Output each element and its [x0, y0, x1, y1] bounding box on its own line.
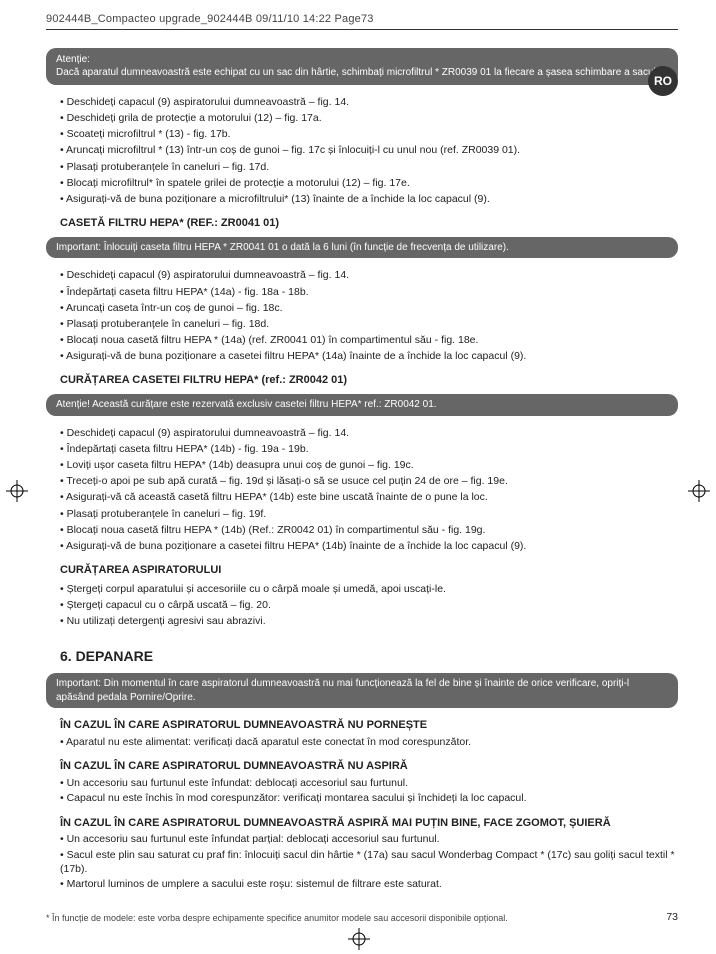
hepa-replace-steps: Deschideți capacul (9) aspiratorului dum… [60, 268, 678, 363]
crop-mark-icon [686, 478, 712, 504]
troubleshooting-title: 6. DEPANARE [60, 647, 678, 666]
list-item: Asigurați-vă de buna poziționare a micro… [60, 192, 678, 206]
list-item: Deschideți capacul (9) aspiratorului dum… [60, 426, 678, 440]
list-item: Deschideți capacul (9) aspiratorului dum… [60, 95, 678, 109]
hepa-cassette-title: CASETĂ FILTRU HEPA* (REF.: ZR0041 01) [60, 216, 678, 231]
list-item: Asigurați-vă de buna poziționare a caset… [60, 349, 678, 363]
hepa-clean-title: CURĂȚAREA CASETEI FILTRU HEPA* (ref.: ZR… [60, 373, 678, 388]
list-item: Deschideți grila de protecție a motorulu… [60, 111, 678, 125]
notice-body: Dacă aparatul dumneavoastră este echipat… [56, 67, 666, 78]
list-item: Îndepărtați caseta filtru HEPA* (14b) - … [60, 442, 678, 456]
issue-weak-suction-lines: • Un accesoriu sau furtunul este înfunda… [46, 832, 678, 891]
list-item: Loviți ușor caseta filtru HEPA* (14b) de… [60, 458, 678, 472]
list-item: Aruncați caseta într-un coș de gunoi – f… [60, 301, 678, 315]
notice-lead: Atenție: [56, 54, 90, 65]
important-notice-hepa-replace: Important: Înlocuiți caseta filtru HEPA … [46, 237, 678, 259]
list-item: Aruncați microfiltrul * (13) într-un coș… [60, 143, 678, 157]
list-item: Nu utilizați detergenți agresivi sau abr… [60, 614, 678, 628]
print-header: 902444B_Compacteo upgrade_902444B 09/11/… [46, 12, 678, 30]
footnote: * În funcție de modele: este vorba despr… [46, 912, 508, 924]
attention-notice-bag: Atenție: Dacă aparatul dumneavoastră est… [46, 48, 678, 85]
list-item: • Aparatul nu este alimentat: verificați… [60, 735, 678, 749]
important-notice-troubleshoot: Important: Din momentul în care aspirato… [46, 673, 678, 708]
language-badge: RO [648, 66, 678, 96]
list-item: • Capacul nu este închis în mod corespun… [60, 791, 678, 805]
list-item: Ștergeți capacul cu o cârpă uscată – fig… [60, 598, 678, 612]
list-item: • Martorul luminos de umplere a sacului … [60, 877, 678, 891]
list-item: Plasați protuberanțele în caneluri – fig… [60, 507, 678, 521]
list-item: • Un accesoriu sau furtunul este înfunda… [60, 832, 678, 846]
crop-mark-icon [346, 926, 372, 952]
list-item: Blocați noua casetă filtru HEPA * (14a) … [60, 333, 678, 347]
crop-mark-icon [4, 478, 30, 504]
list-item: Plasați protuberanțele în caneluri – fig… [60, 160, 678, 174]
list-item: Îndepărtați caseta filtru HEPA* (14a) - … [60, 285, 678, 299]
issue-no-start-lines: • Aparatul nu este alimentat: verificați… [46, 735, 678, 749]
list-item: Treceți-o apoi pe sub apă curată – fig. … [60, 474, 678, 488]
vacuum-clean-title: CURĂȚAREA ASPIRATORULUI [60, 563, 678, 578]
list-item: • Un accesoriu sau furtunul este înfunda… [60, 776, 678, 790]
list-item: Deschideți capacul (9) aspiratorului dum… [60, 268, 678, 282]
list-item: Blocați microfiltrul* în spatele grilei … [60, 176, 678, 190]
list-item: • Sacul este plin sau saturat cu praf fi… [60, 848, 678, 876]
issue-no-suction-lines: • Un accesoriu sau furtunul este înfunda… [46, 776, 678, 805]
attention-notice-hepa-clean: Atenție! Această curățare este rezervată… [46, 394, 678, 416]
list-item: Blocați noua casetă filtru HEPA * (14b) … [60, 523, 678, 537]
issue-weak-suction-title: ÎN CAZUL ÎN CARE ASPIRATORUL DUMNEAVOAST… [60, 816, 678, 831]
issue-no-suction-title: ÎN CAZUL ÎN CARE ASPIRATORUL DUMNEAVOAST… [60, 759, 678, 774]
list-item: Ștergeți corpul aparatului și accesoriil… [60, 582, 678, 596]
hepa-clean-steps: Deschideți capacul (9) aspiratorului dum… [60, 426, 678, 553]
microfilter-steps: Deschideți capacul (9) aspiratorului dum… [60, 95, 678, 206]
page-number: 73 [666, 910, 678, 924]
list-item: Asigurați-vă de buna poziționare a caset… [60, 539, 678, 553]
list-item: Asigurați-vă că această casetă filtru HE… [60, 490, 678, 504]
list-item: Scoateți microfiltrul * (13) - fig. 17b. [60, 127, 678, 141]
issue-no-start-title: ÎN CAZUL ÎN CARE ASPIRATORUL DUMNEAVOAST… [60, 718, 678, 733]
list-item: Plasați protuberanțele în caneluri – fig… [60, 317, 678, 331]
vacuum-clean-steps: Ștergeți corpul aparatului și accesoriil… [60, 582, 678, 629]
